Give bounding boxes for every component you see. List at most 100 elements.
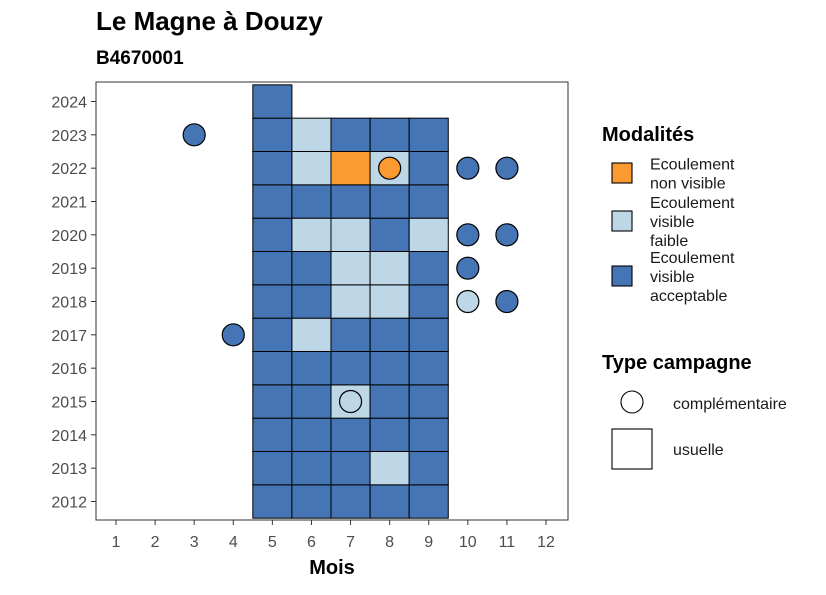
cell-2012-6 [291, 484, 332, 519]
y-tick-label-2018: 2018 [51, 295, 87, 312]
cell-2012-8 [369, 484, 410, 519]
cell-2023-7 [330, 117, 371, 152]
x-tick-label-10: 10 [459, 534, 477, 551]
cell-2014-5 [252, 417, 293, 452]
x-tick-label-2: 2 [151, 534, 160, 551]
x-tick-label-9: 9 [424, 534, 433, 551]
cell-2022-7 [330, 151, 371, 186]
y-tick-label-2016: 2016 [51, 361, 87, 378]
cell-2020-8 [369, 217, 410, 253]
cell-2020-9 [408, 217, 449, 253]
complementaire-points [182, 123, 519, 414]
legend-complementaire-label: complémentaire [673, 396, 787, 413]
point-2018-11 [495, 289, 519, 314]
cell-2023-5 [252, 117, 293, 152]
cell-2015-9 [408, 384, 449, 419]
cell-2019-7 [330, 251, 371, 286]
cell-2022-6 [291, 151, 332, 186]
cell-2020-6 [291, 217, 332, 253]
legend-swatch-ecoulement_visible_acceptable [611, 265, 633, 287]
cell-2013-9 [408, 451, 449, 486]
y-tick-label-2014: 2014 [51, 428, 87, 445]
legend-modalites-title: Modalités [602, 124, 694, 146]
cell-2024-5 [252, 84, 293, 119]
cell-2018-8 [369, 284, 410, 319]
cell-2018-9 [408, 284, 449, 319]
cell-2020-7 [330, 217, 371, 253]
cell-2016-5 [252, 351, 293, 386]
legend-label-ecoulement_visible_faible: Ecoulement visible faible [650, 195, 735, 250]
y-tick-label-2022: 2022 [51, 161, 87, 178]
point-2018-10 [456, 289, 480, 314]
chart-title: Le Magne à Douzy [96, 6, 323, 36]
legend-swatch-ecoulement_non_visible [611, 162, 633, 184]
x-axis-title: Mois [309, 557, 355, 579]
cell-2019-8 [369, 251, 410, 286]
cell-2021-5 [252, 184, 293, 219]
legend-label-ecoulement_visible_acceptable: Ecoulement visible acceptable [650, 250, 735, 305]
y-tick-label-2024: 2024 [51, 95, 87, 112]
x-tick-label-6: 6 [307, 534, 316, 551]
cell-2021-6 [291, 184, 332, 219]
y-tick-label-2020: 2020 [51, 228, 87, 245]
cell-2016-6 [291, 351, 332, 386]
cell-2014-7 [330, 417, 371, 452]
legend-usuelle-label: usuelle [673, 442, 724, 459]
point-2017-4 [221, 323, 245, 347]
y-tick-label-2013: 2013 [51, 461, 87, 478]
cell-2018-5 [252, 284, 293, 319]
cell-2016-9 [408, 351, 449, 386]
cell-2017-5 [252, 317, 293, 352]
y-tick-label-2015: 2015 [51, 395, 87, 412]
point-2020-10 [456, 223, 480, 247]
y-axis: 2012 2013 2014 2015 2016 2017 2018 2019 2020 2021… [51, 95, 96, 512]
y-tick-label-2023: 2023 [51, 128, 87, 145]
cell-2012-5 [252, 484, 293, 519]
cell-2015-8 [369, 384, 410, 419]
legend-swatch-ecoulement_visible_faible [611, 210, 633, 232]
cell-2022-5 [252, 151, 293, 186]
point-2022-11 [495, 156, 519, 180]
legend-label-ecoulement_non_visible: Ecoulement non visible [650, 157, 735, 193]
cell-2014-9 [408, 417, 449, 452]
y-tick-label-2012: 2012 [51, 495, 87, 512]
cell-2023-8 [369, 117, 410, 152]
cell-2012-9 [408, 484, 449, 519]
cell-2014-8 [369, 417, 410, 452]
x-tick-label-4: 4 [229, 534, 238, 551]
x-tick-label-1: 1 [112, 534, 121, 551]
cell-2015-6 [291, 384, 332, 419]
point-2022-8 [378, 156, 402, 180]
legend-type-title: Type campagne [602, 352, 752, 374]
usuelle-cells [252, 84, 449, 519]
cell-2016-7 [330, 351, 371, 386]
cell-2019-5 [252, 251, 293, 286]
cell-2017-6 [291, 317, 332, 352]
cell-2021-9 [408, 184, 449, 219]
cell-2017-9 [408, 317, 449, 352]
cell-2019-9 [408, 251, 449, 286]
x-tick-label-7: 7 [346, 534, 355, 551]
cell-2018-7 [330, 284, 371, 319]
y-tick-label-2021: 2021 [51, 195, 87, 212]
cell-2014-6 [291, 417, 332, 452]
x-tick-label-11: 11 [499, 534, 516, 551]
cell-2020-5 [252, 217, 293, 253]
cell-2018-6 [291, 284, 332, 319]
cell-2021-7 [330, 184, 371, 219]
point-2019-10 [456, 256, 480, 280]
y-tick-label-2019: 2019 [51, 261, 87, 278]
point-2015-7 [338, 389, 363, 414]
point-2023-3 [182, 123, 206, 147]
cell-2013-5 [252, 451, 293, 486]
x-tick-label-12: 12 [537, 534, 555, 551]
cell-2017-8 [369, 317, 410, 352]
legend: Modalités Ecoulement non visibleEcoulemen… [602, 124, 787, 470]
cell-2023-6 [291, 117, 332, 152]
x-tick-label-8: 8 [385, 534, 394, 551]
cell-2019-6 [291, 251, 332, 286]
cell-2016-8 [369, 351, 410, 386]
cell-2017-7 [330, 317, 371, 352]
y-tick-label-2017: 2017 [51, 328, 87, 345]
